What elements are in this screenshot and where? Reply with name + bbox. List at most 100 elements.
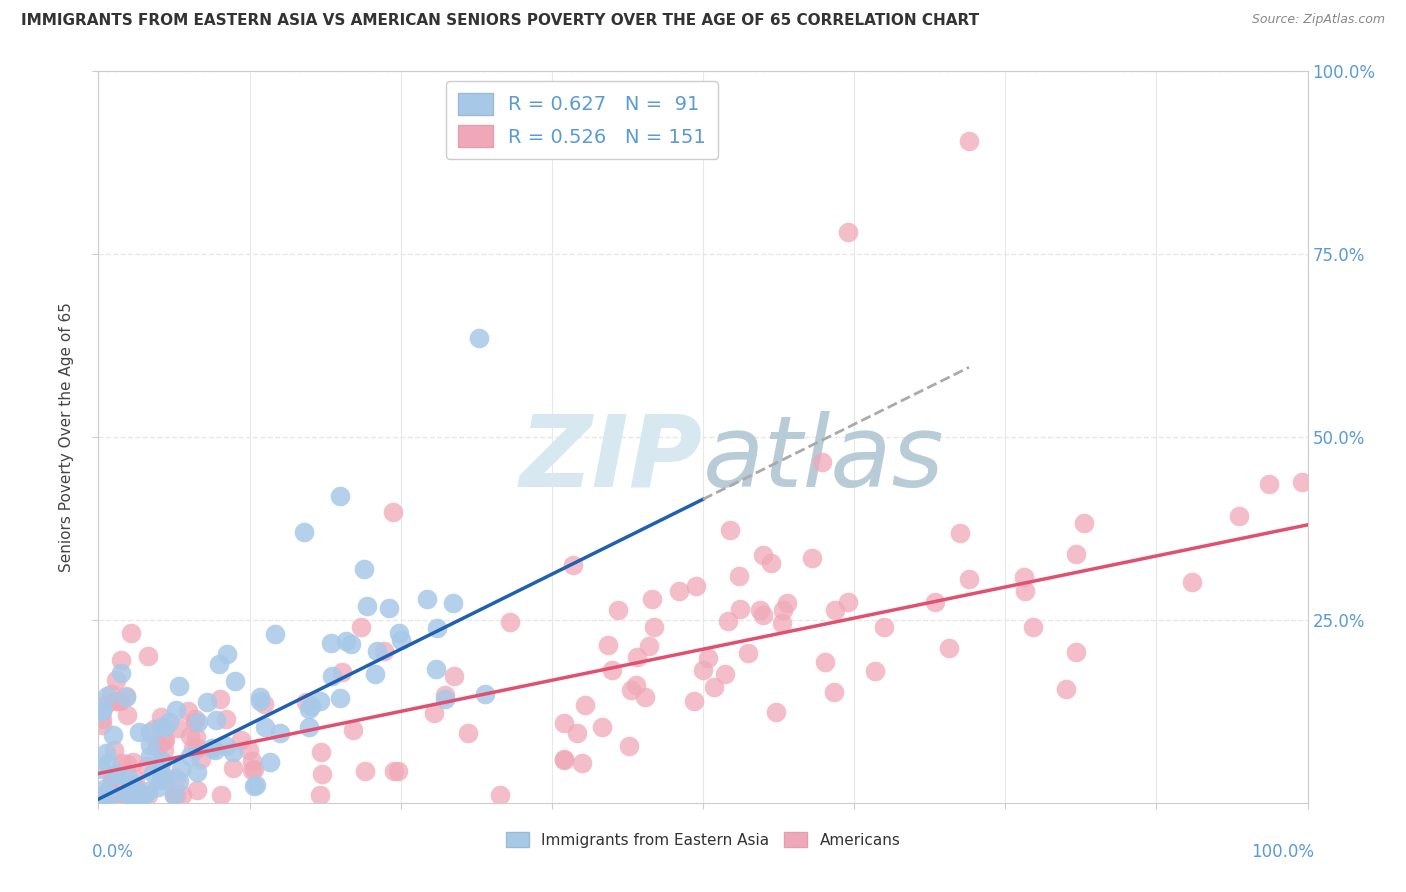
Point <box>433 691 456 706</box>
Point <box>150 755 173 769</box>
Point <box>643 619 665 633</box>
Point <box>349 619 371 633</box>
Point <box>142 765 165 780</box>
Point <box>354 764 377 779</box>
Point <box>249 690 271 704</box>
Point <box>637 640 659 654</box>
Point <box>184 713 207 727</box>
Point <box>186 740 208 755</box>
Text: IMMIGRANTS FROM EASTERN ASIA VS AMERICAN SENIORS POVERTY OVER THE AGE OF 65 CORR: IMMIGRANTS FROM EASTERN ASIA VS AMERICAN… <box>21 13 979 29</box>
Point <box>167 774 190 789</box>
Point <box>103 789 125 803</box>
Point <box>117 708 139 723</box>
Point <box>737 646 759 660</box>
Point <box>626 678 648 692</box>
Point <box>957 572 980 586</box>
Point <box>373 644 395 658</box>
Point <box>136 649 159 664</box>
Point <box>600 663 623 677</box>
Point <box>110 653 132 667</box>
Point <box>1022 620 1045 634</box>
Point <box>170 762 193 776</box>
Legend: Immigrants from Eastern Asia, Americans: Immigrants from Eastern Asia, Americans <box>499 825 907 854</box>
Point <box>292 525 315 540</box>
Point <box>201 741 224 756</box>
Point <box>253 697 276 711</box>
Point <box>124 772 146 787</box>
Point <box>148 764 170 778</box>
Point <box>204 713 226 727</box>
Point <box>139 725 162 739</box>
Point <box>353 562 375 576</box>
Point <box>938 641 960 656</box>
Point <box>91 712 114 726</box>
Point <box>204 743 226 757</box>
Point <box>91 789 114 803</box>
Point <box>598 638 620 652</box>
Point <box>105 789 128 803</box>
Point <box>389 632 412 647</box>
Point <box>823 685 845 699</box>
Point <box>122 755 145 769</box>
Point <box>96 746 118 760</box>
Point <box>138 749 160 764</box>
Point <box>105 673 128 688</box>
Point <box>245 778 267 792</box>
Point <box>269 726 291 740</box>
Point <box>170 789 193 803</box>
Point <box>155 771 177 785</box>
Text: ZIP: ZIP <box>520 410 703 508</box>
Point <box>153 733 176 747</box>
Point <box>150 720 173 734</box>
Point <box>499 615 522 629</box>
Point <box>425 662 447 676</box>
Point <box>146 739 169 754</box>
Point <box>131 789 153 803</box>
Point <box>167 680 190 694</box>
Point <box>553 753 575 767</box>
Point <box>91 704 114 718</box>
Point <box>309 788 332 802</box>
Point <box>948 526 970 541</box>
Point <box>224 673 246 688</box>
Point <box>103 742 125 756</box>
Point <box>165 771 187 785</box>
Point <box>163 789 186 803</box>
Point <box>342 723 364 737</box>
Point <box>319 636 342 650</box>
Point <box>93 782 115 797</box>
Point <box>131 789 153 803</box>
Point <box>118 772 141 786</box>
Point <box>863 664 886 678</box>
Point <box>765 706 787 720</box>
Point <box>433 688 456 702</box>
Point <box>91 789 114 803</box>
Point <box>110 666 132 681</box>
Point <box>641 591 664 606</box>
Point <box>238 743 260 757</box>
Point <box>222 746 245 760</box>
Point <box>136 759 159 773</box>
Point <box>1291 475 1313 490</box>
Point <box>148 780 170 795</box>
Point <box>254 720 277 734</box>
Point <box>1073 516 1095 530</box>
Point <box>713 666 735 681</box>
Point <box>311 767 333 781</box>
Point <box>94 698 117 713</box>
Point <box>121 789 143 803</box>
Point <box>209 789 232 803</box>
Point <box>100 775 122 789</box>
Point <box>103 789 125 803</box>
Point <box>752 607 775 622</box>
Point <box>298 701 321 715</box>
Point <box>717 615 740 629</box>
Point <box>184 715 207 730</box>
Point <box>426 621 449 635</box>
Point <box>125 781 148 796</box>
Point <box>800 551 823 566</box>
Point <box>387 626 409 640</box>
Point <box>100 789 122 803</box>
Text: 0.0%: 0.0% <box>93 843 134 861</box>
Point <box>837 595 859 609</box>
